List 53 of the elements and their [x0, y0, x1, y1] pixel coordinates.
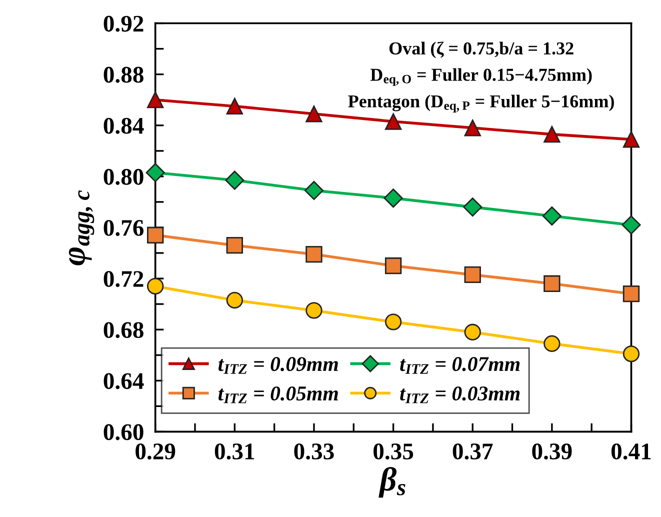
point [544, 275, 560, 292]
point [147, 278, 164, 295]
y-tick-label: 0.64 [104, 373, 144, 390]
y-tick-label: 0.76 [104, 220, 144, 236]
point [146, 163, 165, 182]
point [384, 257, 402, 274]
point [542, 206, 562, 226]
x-tick-label: 0.31 [214, 443, 254, 460]
y-tick-label: 0.80 [104, 168, 144, 185]
y-tick-label: 0.88 [104, 66, 144, 83]
legend-label: t$_{ITZ}$ = 0.03mm [400, 386, 520, 404]
point [384, 188, 403, 208]
point [463, 198, 482, 217]
annotation: Oval (ζ = 0.75,b/a = 1.32 [389, 42, 574, 58]
annotation: D$_{eq,O}$ = Fuller 0.15−4.75mm) [370, 68, 592, 86]
point [306, 106, 322, 122]
point [622, 346, 640, 362]
y-tick-label: 0.60 [104, 424, 144, 440]
point [226, 292, 243, 309]
legend-label: t$_{ITZ}$ = 0.07mm [400, 357, 520, 374]
point [622, 131, 640, 148]
y-axis-title: φ$_{agg,c}$ [68, 190, 94, 266]
annotation: Pentagon (D$_{eq,P}$ = Fuller 5−16mm) [348, 94, 614, 112]
y-tick-label: 0.92 [104, 16, 144, 32]
point [306, 302, 322, 319]
point [544, 335, 560, 352]
point [226, 237, 243, 254]
x-tick-label: 0.37 [452, 443, 493, 460]
point [306, 246, 322, 263]
legend-label: t$_{ITZ}$ = 0.05mm [218, 386, 338, 404]
point [464, 266, 481, 284]
y-tick-label: 0.84 [104, 118, 144, 134]
point [384, 113, 402, 130]
x-tick-label: 0.33 [294, 443, 334, 460]
x-tick-label: 0.39 [532, 443, 572, 460]
point [225, 170, 244, 190]
x-tick-label: 0.35 [374, 443, 414, 460]
legend-label: t$_{ITZ}$ = 0.09mm [218, 357, 338, 374]
x-tick-label: 0.29 [136, 443, 176, 460]
point [622, 215, 641, 234]
x-tick-label: 0.41 [611, 443, 651, 460]
point [384, 314, 402, 330]
point [226, 98, 243, 115]
point [147, 92, 164, 108]
point [622, 286, 640, 302]
x-axis-title: β$_{s}$ [378, 466, 406, 498]
y-tick-label: 0.68 [104, 322, 144, 338]
point [464, 324, 481, 340]
point [147, 226, 164, 244]
point [544, 126, 560, 143]
y-tick-label: 0.72 [104, 271, 144, 288]
point [304, 180, 324, 200]
point [464, 120, 481, 136]
